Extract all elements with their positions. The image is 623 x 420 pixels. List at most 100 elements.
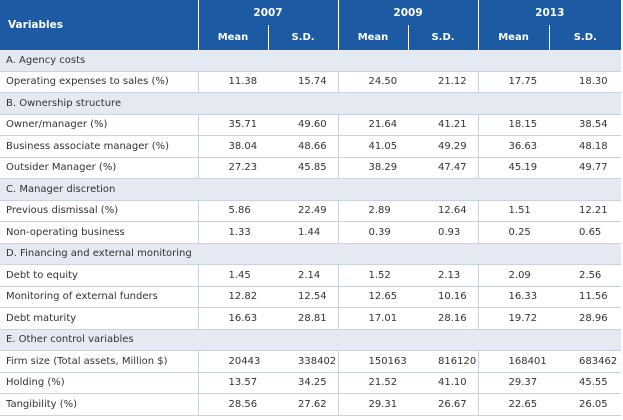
- row-label: Tangibility (%): [0, 393, 199, 416]
- data-row: Firm size (Total assets, Million $) 20443…: [0, 350, 622, 373]
- data-row: Non-operating business 1.33 1.44 0.39 0.93 0.…: [0, 221, 622, 244]
- cell-value: 17.75: [477, 71, 550, 93]
- section-row: E. Other control variables: [0, 329, 622, 351]
- cell-value: 28.96: [549, 307, 622, 330]
- section-row: C. Manager discretion: [0, 178, 622, 201]
- data-row: Owner/manager (%) 35.71 49.60 21.64 41.21 18.…: [0, 114, 622, 136]
- row-label: Operating expenses to sales (%): [0, 71, 199, 93]
- cell-value: 11.56: [549, 286, 622, 308]
- cell-value: 29.37: [477, 372, 550, 394]
- cell-value: 21.52: [337, 372, 409, 394]
- cell-value: 20443: [198, 350, 268, 373]
- row-label: Business associate manager (%): [0, 135, 199, 158]
- cell-value: 24.50: [337, 71, 409, 93]
- cell-value: 16.33: [477, 286, 550, 308]
- row-label: Non-operating business: [0, 221, 199, 244]
- cell-value: 48.66: [268, 135, 339, 158]
- cell-value: 38.04: [198, 135, 268, 158]
- cell-value: 13.57: [198, 372, 268, 394]
- cell-value: 2.09: [477, 264, 550, 287]
- data-row: Holding (%) 13.57 34.25 21.52 41.10 29.37 45.5…: [0, 372, 622, 394]
- stat-header: S.D.: [267, 25, 339, 50]
- table-body: A. Agency costs Operating expenses to sal…: [0, 50, 622, 416]
- cell-value: 34.25: [268, 372, 339, 394]
- stat-header: Mean: [477, 25, 550, 50]
- cell-value: 35.71: [198, 114, 268, 136]
- data-row: Monitoring of external funders 12.82 12.54…: [0, 286, 622, 308]
- cell-value: 2.56: [549, 264, 622, 287]
- section-row: A. Agency costs: [0, 50, 622, 72]
- cell-value: 168401: [477, 350, 550, 373]
- year-header: 2009: [337, 0, 479, 25]
- cell-value: 27.62: [268, 393, 339, 416]
- cell-value: 1.33: [198, 221, 268, 244]
- cell-value: 29.31: [337, 393, 409, 416]
- cell-value: 18.30: [549, 71, 622, 93]
- row-label: Owner/manager (%): [0, 114, 199, 136]
- cell-value: 49.29: [408, 135, 479, 158]
- stat-header: S.D.: [407, 25, 479, 50]
- section-title: A. Agency costs: [0, 50, 622, 72]
- cell-value: 12.54: [268, 286, 339, 308]
- stat-header: Mean: [197, 25, 268, 50]
- year-header: 2007: [197, 0, 339, 25]
- stat-header: Mean: [337, 25, 409, 50]
- section-row: B. Ownership structure: [0, 92, 622, 115]
- cell-value: 16.63: [198, 307, 268, 330]
- data-row: Tangibility (%) 28.56 27.62 29.31 26.67 22.65…: [0, 393, 622, 416]
- cell-value: 26.67: [408, 393, 479, 416]
- cell-value: 816120: [408, 350, 479, 373]
- cell-value: 12.21: [549, 200, 622, 222]
- cell-value: 18.15: [477, 114, 550, 136]
- cell-value: 11.38: [198, 71, 268, 93]
- section-title: E. Other control variables: [0, 329, 622, 351]
- cell-value: 10.16: [408, 286, 479, 308]
- cell-value: 0.65: [549, 221, 622, 244]
- stat-header: S.D.: [548, 25, 622, 50]
- cell-value: 38.29: [337, 157, 409, 179]
- row-label: Previous dismissal (%): [0, 200, 199, 222]
- section-row: D. Financing and external monitoring: [0, 243, 622, 265]
- cell-value: 2.14: [268, 264, 339, 287]
- data-row: Debt to equity 1.45 2.14 1.52 2.13 2.09 2.56: [0, 264, 622, 287]
- cell-value: 0.93: [408, 221, 479, 244]
- cell-value: 49.77: [549, 157, 622, 179]
- cell-value: 150163: [337, 350, 409, 373]
- cell-value: 27.23: [198, 157, 268, 179]
- row-label: Monitoring of external funders: [0, 286, 199, 308]
- section-title: B. Ownership structure: [0, 92, 622, 115]
- cell-value: 28.56: [198, 393, 268, 416]
- row-label: Outsider Manager (%): [0, 157, 199, 179]
- cell-value: 1.44: [268, 221, 339, 244]
- cell-value: 12.65: [337, 286, 409, 308]
- row-label: Firm size (Total assets, Million $): [0, 350, 199, 373]
- year-header: 2013: [477, 0, 622, 25]
- cell-value: 1.45: [198, 264, 268, 287]
- cell-value: 338402: [268, 350, 339, 373]
- cell-value: 38.54: [549, 114, 622, 136]
- cell-value: 36.63: [477, 135, 550, 158]
- table-header: Variables 2007 2009 2013 Mean S.D. Mean S.D. Me…: [0, 0, 622, 50]
- row-label: Holding (%): [0, 372, 199, 394]
- data-row: Outsider Manager (%) 27.23 45.85 38.29 47.47…: [0, 157, 622, 179]
- cell-value: 41.10: [408, 372, 479, 394]
- cell-value: 21.64: [337, 114, 409, 136]
- data-row: Business associate manager (%) 38.04 48.66…: [0, 135, 622, 158]
- cell-value: 45.55: [549, 372, 622, 394]
- cell-value: 19.72: [477, 307, 550, 330]
- cell-value: 12.64: [408, 200, 479, 222]
- cell-value: 49.60: [268, 114, 339, 136]
- cell-value: 2.89: [337, 200, 409, 222]
- cell-value: 41.05: [337, 135, 409, 158]
- section-title: D. Financing and external monitoring: [0, 243, 622, 265]
- section-title: C. Manager discretion: [0, 178, 622, 201]
- cell-value: 47.47: [408, 157, 479, 179]
- data-row: Operating expenses to sales (%) 11.38 15.7…: [0, 71, 622, 93]
- row-label: Debt to equity: [0, 264, 199, 287]
- cell-value: 28.16: [408, 307, 479, 330]
- cell-value: 22.49: [268, 200, 339, 222]
- cell-value: 26.05: [549, 393, 622, 416]
- cell-value: 0.39: [337, 221, 409, 244]
- data-row: Debt maturity 16.63 28.81 17.01 28.16 19.72 28…: [0, 307, 622, 330]
- cell-value: 0.25: [477, 221, 550, 244]
